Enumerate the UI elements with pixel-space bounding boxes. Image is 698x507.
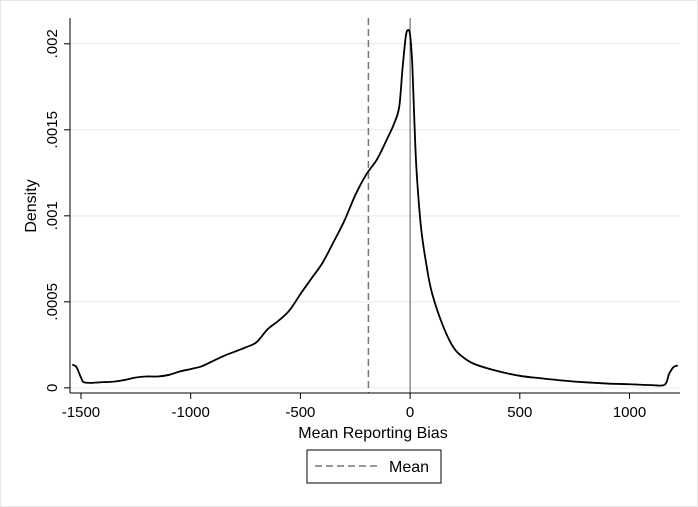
grid-layer [70, 43, 680, 389]
x-tick-label: 0 [406, 404, 414, 421]
series-layer [71, 29, 679, 387]
y-axis-title: Density [23, 179, 40, 232]
legend: Mean [306, 449, 442, 484]
x-tick-label: -1500 [62, 404, 100, 421]
x-tick-label: 500 [507, 404, 532, 421]
y-tick-label: .0005 [44, 283, 61, 321]
tick-marks: 0 .0005 .001 .0015 .002 -1500 -1000 -500 0 500 100… [44, 29, 646, 421]
x-tick-label: -1000 [171, 404, 209, 421]
x-axis-title: Mean Reporting Bias [298, 425, 447, 442]
axes [69, 18, 680, 394]
x-tick-label: 1000 [613, 404, 646, 421]
reference-lines [367, 18, 411, 393]
y-tick-label: .001 [44, 201, 61, 230]
y-tick-label: .0015 [44, 111, 61, 149]
y-tick-label: .002 [44, 29, 61, 58]
y-tick-label: 0 [44, 384, 61, 392]
legend-label-mean: Mean [389, 459, 429, 476]
x-tick-label: -500 [285, 404, 315, 421]
density-curve [71, 29, 679, 387]
